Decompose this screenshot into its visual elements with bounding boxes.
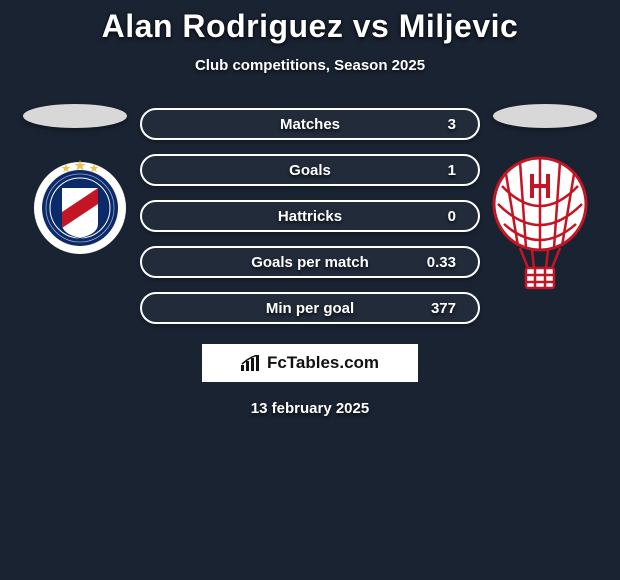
left-player-col — [20, 104, 140, 256]
main-row: Matches 3 Goals 1 Hattricks 0 Goals per … — [0, 104, 620, 324]
stat-right-value: 1 — [396, 162, 456, 179]
left-team-crest — [30, 156, 130, 256]
stat-row-matches: Matches 3 — [140, 108, 480, 140]
chart-icon — [241, 355, 261, 371]
stat-label: Hattricks — [224, 208, 396, 225]
left-player-avatar — [23, 104, 127, 128]
stat-right-value: 0 — [396, 208, 456, 225]
stat-label: Goals — [224, 162, 396, 179]
brand-badge[interactable]: FcTables.com — [202, 344, 418, 382]
stat-label: Min per goal — [224, 300, 396, 317]
stat-label: Matches — [224, 116, 396, 133]
huracan-crest-icon — [490, 156, 590, 296]
right-player-col — [480, 104, 600, 296]
stat-right-value: 3 — [396, 116, 456, 133]
comparison-card: Alan Rodriguez vs Miljevic Club competit… — [0, 0, 620, 417]
page-title: Alan Rodriguez vs Miljevic — [0, 8, 620, 45]
stat-row-goals: Goals 1 — [140, 154, 480, 186]
stat-row-gpm: Goals per match 0.33 — [140, 246, 480, 278]
stat-label: Goals per match — [224, 254, 396, 271]
subtitle: Club competitions, Season 2025 — [0, 57, 620, 74]
right-player-avatar — [493, 104, 597, 128]
stat-row-mpg: Min per goal 377 — [140, 292, 480, 324]
date: 13 february 2025 — [0, 400, 620, 417]
stat-right-value: 0.33 — [396, 254, 456, 271]
stat-row-hattricks: Hattricks 0 — [140, 200, 480, 232]
brand-text: FcTables.com — [267, 353, 379, 373]
stats-column: Matches 3 Goals 1 Hattricks 0 Goals per … — [140, 104, 480, 324]
stat-right-value: 377 — [396, 300, 456, 317]
right-team-crest — [490, 156, 590, 296]
argentinos-crest-icon — [30, 156, 130, 256]
